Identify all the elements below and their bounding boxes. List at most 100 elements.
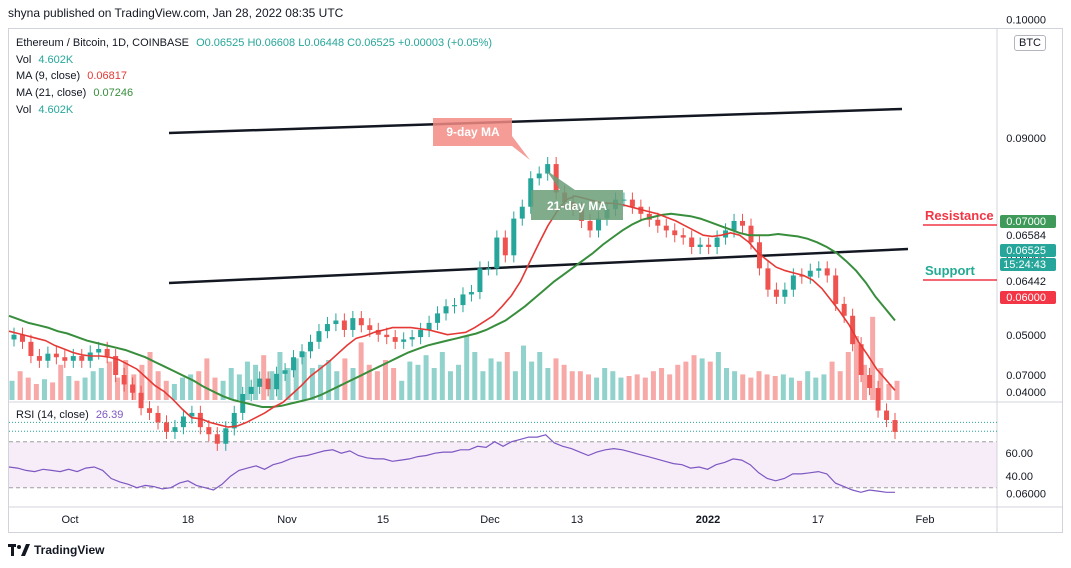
candle-body — [172, 427, 178, 432]
volume-bar — [521, 345, 527, 400]
volume-bar — [602, 368, 608, 400]
legend-vol2-value: 4.602K — [38, 104, 74, 116]
volume-bar — [301, 352, 307, 400]
volume-bar — [244, 361, 250, 400]
volume-bar — [277, 352, 283, 400]
volume-bar — [74, 380, 80, 400]
candle-body — [773, 289, 779, 297]
volume-bar — [115, 377, 121, 400]
channel-upper-trendline — [168, 107, 903, 135]
volume-bar — [9, 380, 15, 400]
candle-body — [460, 294, 466, 306]
price-tag-label: 0.06000 — [1006, 292, 1046, 304]
candle-body — [646, 213, 652, 220]
legend-vol-row: Vol 4.602K — [16, 53, 73, 67]
candle-body — [443, 306, 449, 314]
candle-body — [367, 325, 373, 330]
time-tick-label: Dec — [480, 514, 500, 526]
candle-body — [409, 337, 415, 340]
volume-bar — [171, 384, 177, 400]
volume-bar — [391, 368, 397, 400]
legend-ma21-value: 0.07246 — [93, 87, 134, 99]
rsi-band — [9, 441, 997, 488]
volume-bar — [66, 376, 72, 400]
legend-symbol: Ethereum / Bitcoin, 1D, COINBASE — [16, 37, 190, 49]
price-tick-label: 0.04000 — [1006, 387, 1046, 399]
volume-bar — [886, 384, 892, 400]
candle-body — [884, 410, 890, 421]
volume-bar — [496, 361, 502, 400]
volume-bar — [764, 374, 770, 400]
candle-body — [833, 275, 839, 304]
volume-bar — [699, 358, 705, 400]
candle-body — [519, 206, 525, 219]
candle-body — [799, 275, 805, 277]
volume-bar — [188, 374, 194, 400]
volume-bar — [634, 374, 640, 400]
candle-body — [53, 353, 59, 358]
volume-bar — [537, 352, 543, 400]
candle-body — [680, 235, 686, 238]
volume-bar — [58, 364, 64, 400]
volume-bar — [180, 377, 186, 400]
candle-body — [740, 220, 746, 226]
candle-body — [765, 268, 771, 290]
volume-bar — [472, 352, 478, 400]
candle-body — [697, 244, 703, 248]
volume-bar — [334, 371, 340, 400]
tradingview-logo-icon — [8, 544, 30, 556]
candle-body — [265, 378, 271, 390]
volume-bar — [561, 364, 567, 400]
candle-body — [756, 242, 762, 269]
chart-frame — [8, 28, 1063, 533]
price-tick-label: 0.10000 — [1006, 15, 1046, 27]
candle-body — [231, 412, 237, 429]
candle-body — [223, 428, 229, 444]
volume-bar — [33, 384, 39, 400]
candle-body — [257, 378, 263, 387]
volume-bar — [382, 360, 388, 400]
volume-bar — [374, 371, 380, 400]
time-tick-label: Feb — [916, 514, 935, 526]
volume-bar — [878, 368, 884, 400]
volume-bar — [488, 358, 494, 400]
ma9-callout-label: 9-day MA — [446, 125, 500, 139]
volume-bar — [399, 380, 405, 400]
volume-bar — [512, 371, 518, 400]
candle-body — [138, 392, 144, 409]
price-tag-bg — [1000, 291, 1056, 304]
candle-body — [689, 237, 695, 248]
volume-bar — [626, 376, 632, 400]
volume-bar — [585, 374, 591, 400]
candle-body — [824, 268, 830, 276]
volume-bar — [659, 368, 665, 400]
candle-body — [418, 329, 424, 338]
volume-bar — [715, 352, 721, 400]
candle-body — [477, 268, 483, 293]
price-tag-bg — [1000, 244, 1056, 257]
volume-bar — [253, 364, 259, 400]
candle-body — [36, 356, 42, 361]
volume-bar — [196, 371, 202, 400]
volume-bar — [220, 380, 226, 400]
volume-bar — [163, 380, 169, 400]
volume-bar — [853, 336, 859, 400]
footer-brand[interactable]: TradingView — [8, 543, 104, 557]
volume-bar — [618, 377, 624, 400]
volume-bar — [504, 352, 510, 400]
price-tag-bg — [1000, 258, 1056, 271]
ma21-callout-label: 21-day MA — [547, 199, 607, 213]
volume-bar — [594, 377, 600, 400]
ma9-callout-box — [433, 118, 530, 160]
volume-bar — [553, 358, 559, 400]
candle-body — [731, 220, 737, 231]
volume-bar — [545, 368, 551, 400]
resistance-label: Resistance — [925, 208, 994, 223]
volume-bar — [845, 352, 851, 400]
currency-button[interactable]: BTC — [1014, 35, 1046, 51]
candle-body — [163, 422, 169, 432]
candle-body — [528, 178, 534, 207]
legend-rsi-row: RSI (14, close) 26.39 — [16, 408, 123, 422]
support-label: Support — [925, 263, 975, 278]
